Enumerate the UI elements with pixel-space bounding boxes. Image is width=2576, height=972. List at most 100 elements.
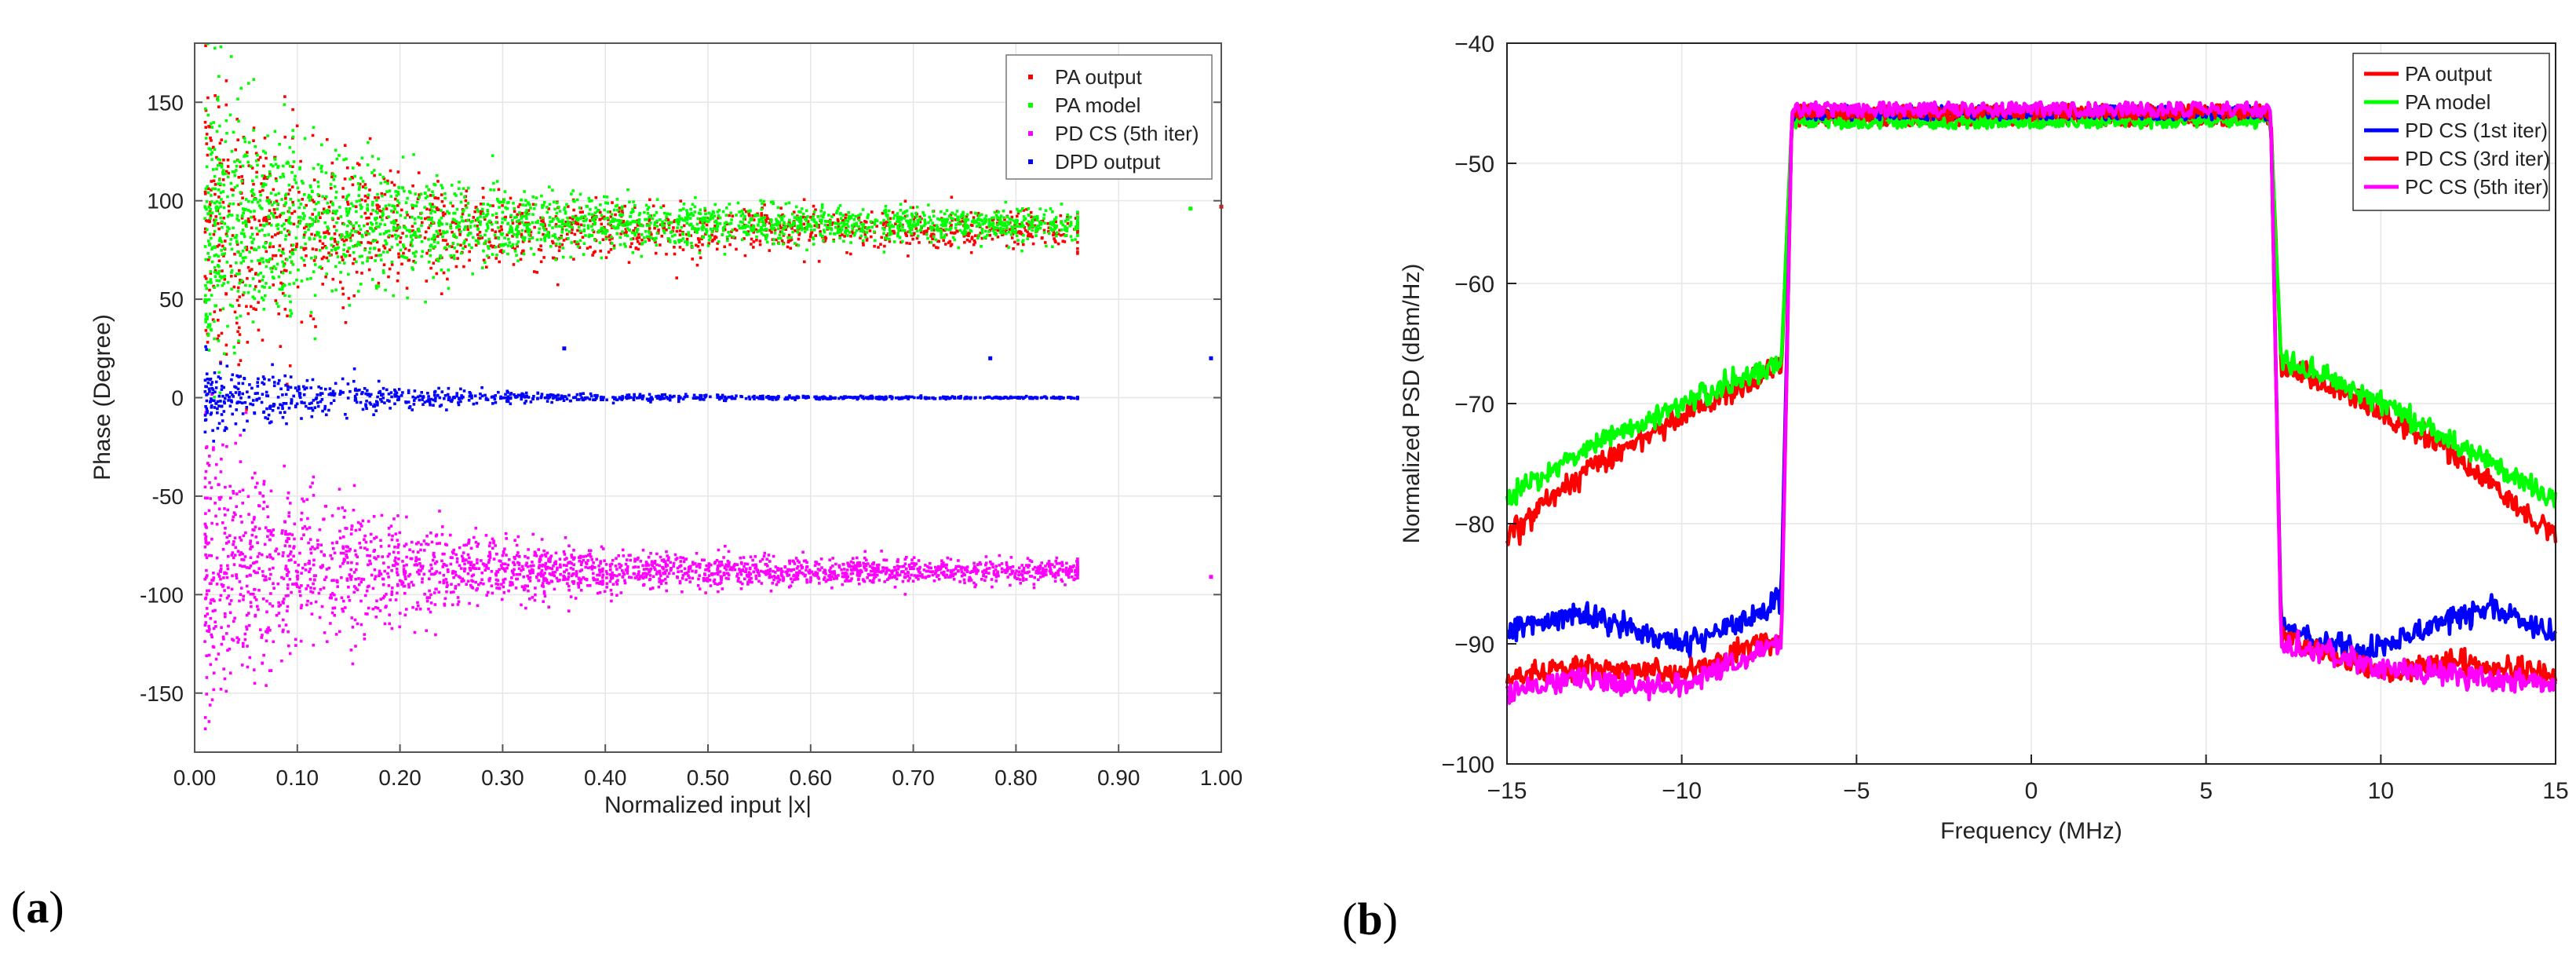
chart-a-point — [746, 225, 750, 228]
chart-a-point — [812, 218, 816, 221]
chart-a-point — [250, 241, 254, 244]
chart-a-point — [220, 331, 224, 335]
chart-a-point — [367, 196, 370, 199]
chart-a-point — [342, 158, 345, 162]
chart-a-point — [308, 194, 311, 197]
chart-a-point — [910, 212, 914, 216]
chart-a-point — [784, 202, 788, 206]
chart-a-point — [914, 562, 918, 565]
chart-a-point — [466, 218, 469, 222]
chart-a-point — [206, 326, 210, 329]
chart-a-point — [411, 268, 414, 271]
chart-a-point — [213, 396, 216, 399]
chart-a-point — [498, 206, 501, 209]
chart-a-point — [203, 485, 207, 489]
chart-a-point — [847, 211, 850, 214]
chart-a-point — [329, 237, 333, 241]
chart-a-point — [799, 223, 802, 227]
chart-a-point — [253, 516, 256, 519]
chart-a-point — [346, 224, 349, 228]
chart-a-point — [892, 217, 896, 220]
chart-a-point — [548, 203, 552, 206]
chart-a-point — [625, 231, 628, 234]
chart-a-point — [838, 204, 842, 207]
chart-a-point — [507, 589, 510, 593]
chart-a-point — [940, 571, 943, 575]
chart-a-point — [779, 206, 783, 210]
chart-a-point — [819, 221, 823, 225]
chart-a-point — [217, 105, 221, 108]
chart-a-point — [303, 193, 306, 196]
chart-a-point — [616, 226, 620, 229]
chart-a-point — [367, 141, 370, 144]
chart-a-point — [390, 181, 394, 185]
chart-a-point — [392, 225, 396, 228]
chart-a-point — [1069, 215, 1072, 219]
chart-a-point — [819, 209, 823, 213]
chart-a-point — [922, 214, 926, 217]
chart-a-point — [883, 580, 886, 583]
chart-a-point — [237, 176, 241, 179]
chart-a-point — [432, 240, 436, 243]
chart-a-point — [503, 577, 507, 581]
chart-a-point — [373, 556, 376, 559]
chart-a-point — [1059, 214, 1063, 217]
chart-a-point — [909, 206, 913, 210]
chart-a-point — [435, 587, 438, 591]
chart-a-point — [1054, 217, 1057, 221]
chart-a-point — [425, 280, 429, 283]
chart-a-point — [1052, 220, 1055, 224]
chart-a-point — [911, 206, 914, 210]
chart-a-point — [751, 214, 754, 217]
chart-a-point — [969, 250, 973, 254]
chart-a-point — [512, 202, 515, 205]
chart-a-point — [901, 239, 904, 243]
chart-a-point — [515, 234, 519, 237]
chart-a-point — [335, 540, 338, 544]
chart-a-point — [1005, 221, 1009, 224]
chart-a-point — [611, 225, 615, 228]
chart-a-point — [209, 122, 213, 126]
chart-a-point — [575, 198, 579, 202]
chart-a-point — [381, 555, 384, 558]
chart-a-point — [531, 203, 535, 206]
chart-a-point — [693, 205, 697, 209]
chart-a-point — [726, 572, 730, 576]
chart-a-point — [311, 133, 315, 137]
chart-a-point — [777, 214, 780, 217]
chart-a-point — [743, 254, 747, 258]
chart-a-point — [560, 227, 564, 231]
chart-a-point — [281, 173, 285, 176]
chart-a-point — [963, 227, 967, 230]
chart-a-point — [554, 215, 558, 218]
chart-a-point — [265, 156, 268, 160]
chart-a-point — [578, 246, 582, 249]
chart-a-point — [667, 226, 671, 229]
chart-a-point — [738, 226, 742, 230]
chart-a-point — [523, 214, 527, 218]
chart-a-point — [982, 572, 985, 576]
chart-a-point — [768, 249, 772, 252]
chart-a-point — [441, 239, 445, 242]
chart-a-point — [396, 546, 400, 549]
chart-a-point — [527, 589, 530, 593]
chart-a-point — [384, 288, 387, 292]
chart-a-point — [442, 214, 445, 217]
chart-a-point — [974, 212, 978, 215]
chart-a-point — [524, 199, 527, 202]
chart-a-point — [345, 233, 348, 236]
chart-a-point — [291, 248, 294, 251]
chart-a-point — [256, 232, 259, 236]
chart-a-point — [516, 213, 519, 217]
chart-a-point — [235, 316, 239, 320]
chart-a-point — [424, 300, 427, 304]
chart-a-point — [432, 555, 436, 558]
chart-a-point — [397, 185, 400, 189]
chart-a-point — [262, 182, 265, 185]
chart-a-point — [636, 224, 640, 227]
chart-a-point — [594, 206, 597, 210]
chart-a-point — [236, 97, 239, 100]
chart-a-point — [882, 558, 885, 561]
chart-a-point — [573, 240, 577, 243]
chart-a-point — [1055, 556, 1059, 560]
